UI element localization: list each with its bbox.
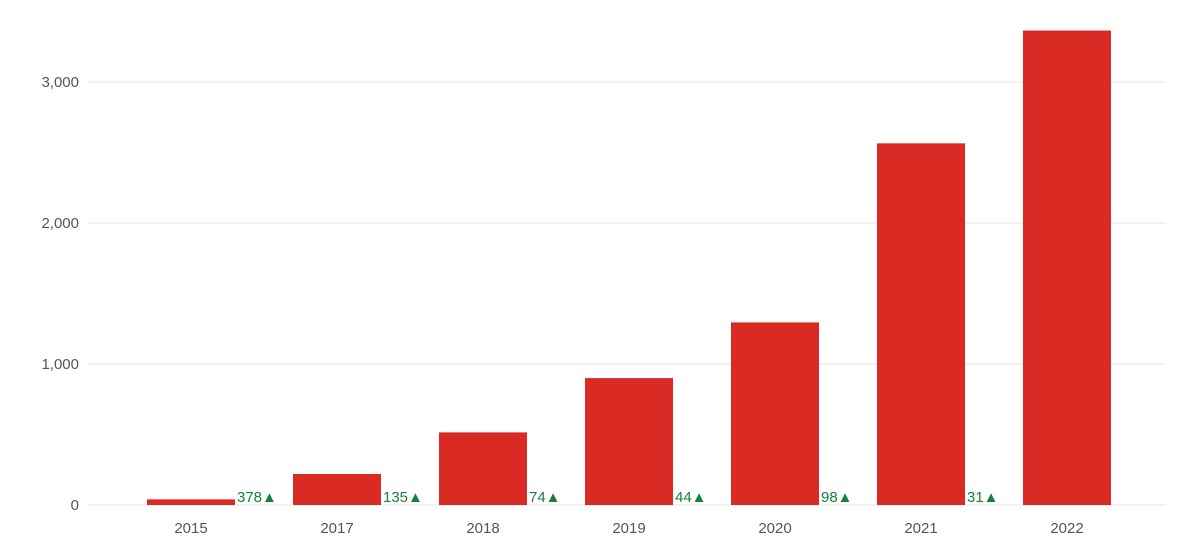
y-tick-label: 1,000 [41, 356, 79, 373]
y-tick-label: 0 [71, 497, 79, 514]
bar-2022 [1023, 30, 1111, 505]
y-tick-label: 3,000 [41, 74, 79, 91]
bar-2019 [585, 378, 673, 505]
x-tick-label: 2022 [1050, 520, 1083, 537]
growth-label: 98▲ [821, 489, 853, 506]
x-tick-label: 2017 [320, 520, 353, 537]
x-tick-label: 2020 [758, 520, 791, 537]
bar-2017 [293, 473, 381, 505]
x-tick-label: 2018 [466, 520, 499, 537]
growth-label: 74▲ [529, 489, 561, 506]
x-tick-label: 2015 [174, 520, 207, 537]
growth-label: 135▲ [383, 489, 423, 506]
bars [147, 30, 1111, 505]
bar-2018 [439, 432, 527, 505]
bar-2021 [877, 143, 965, 505]
x-tick-label: 2021 [904, 520, 937, 537]
growth-label: 31▲ [967, 489, 999, 506]
x-axis-ticks: 2015 2017 2018 2019 2020 2021 2022 [174, 520, 1083, 537]
x-tick-label: 2019 [612, 520, 645, 537]
growth-annotations: 378▲ 135▲ 74▲ 44▲ 98▲ 31▲ [237, 489, 999, 506]
growth-label: 44▲ [675, 489, 707, 506]
y-axis-ticks: 0 1,000 2,000 3,000 [41, 74, 79, 514]
growth-label: 378▲ [237, 489, 277, 506]
bar-2020 [731, 322, 819, 505]
y-tick-label: 2,000 [41, 215, 79, 232]
bar-2015 [147, 499, 235, 505]
